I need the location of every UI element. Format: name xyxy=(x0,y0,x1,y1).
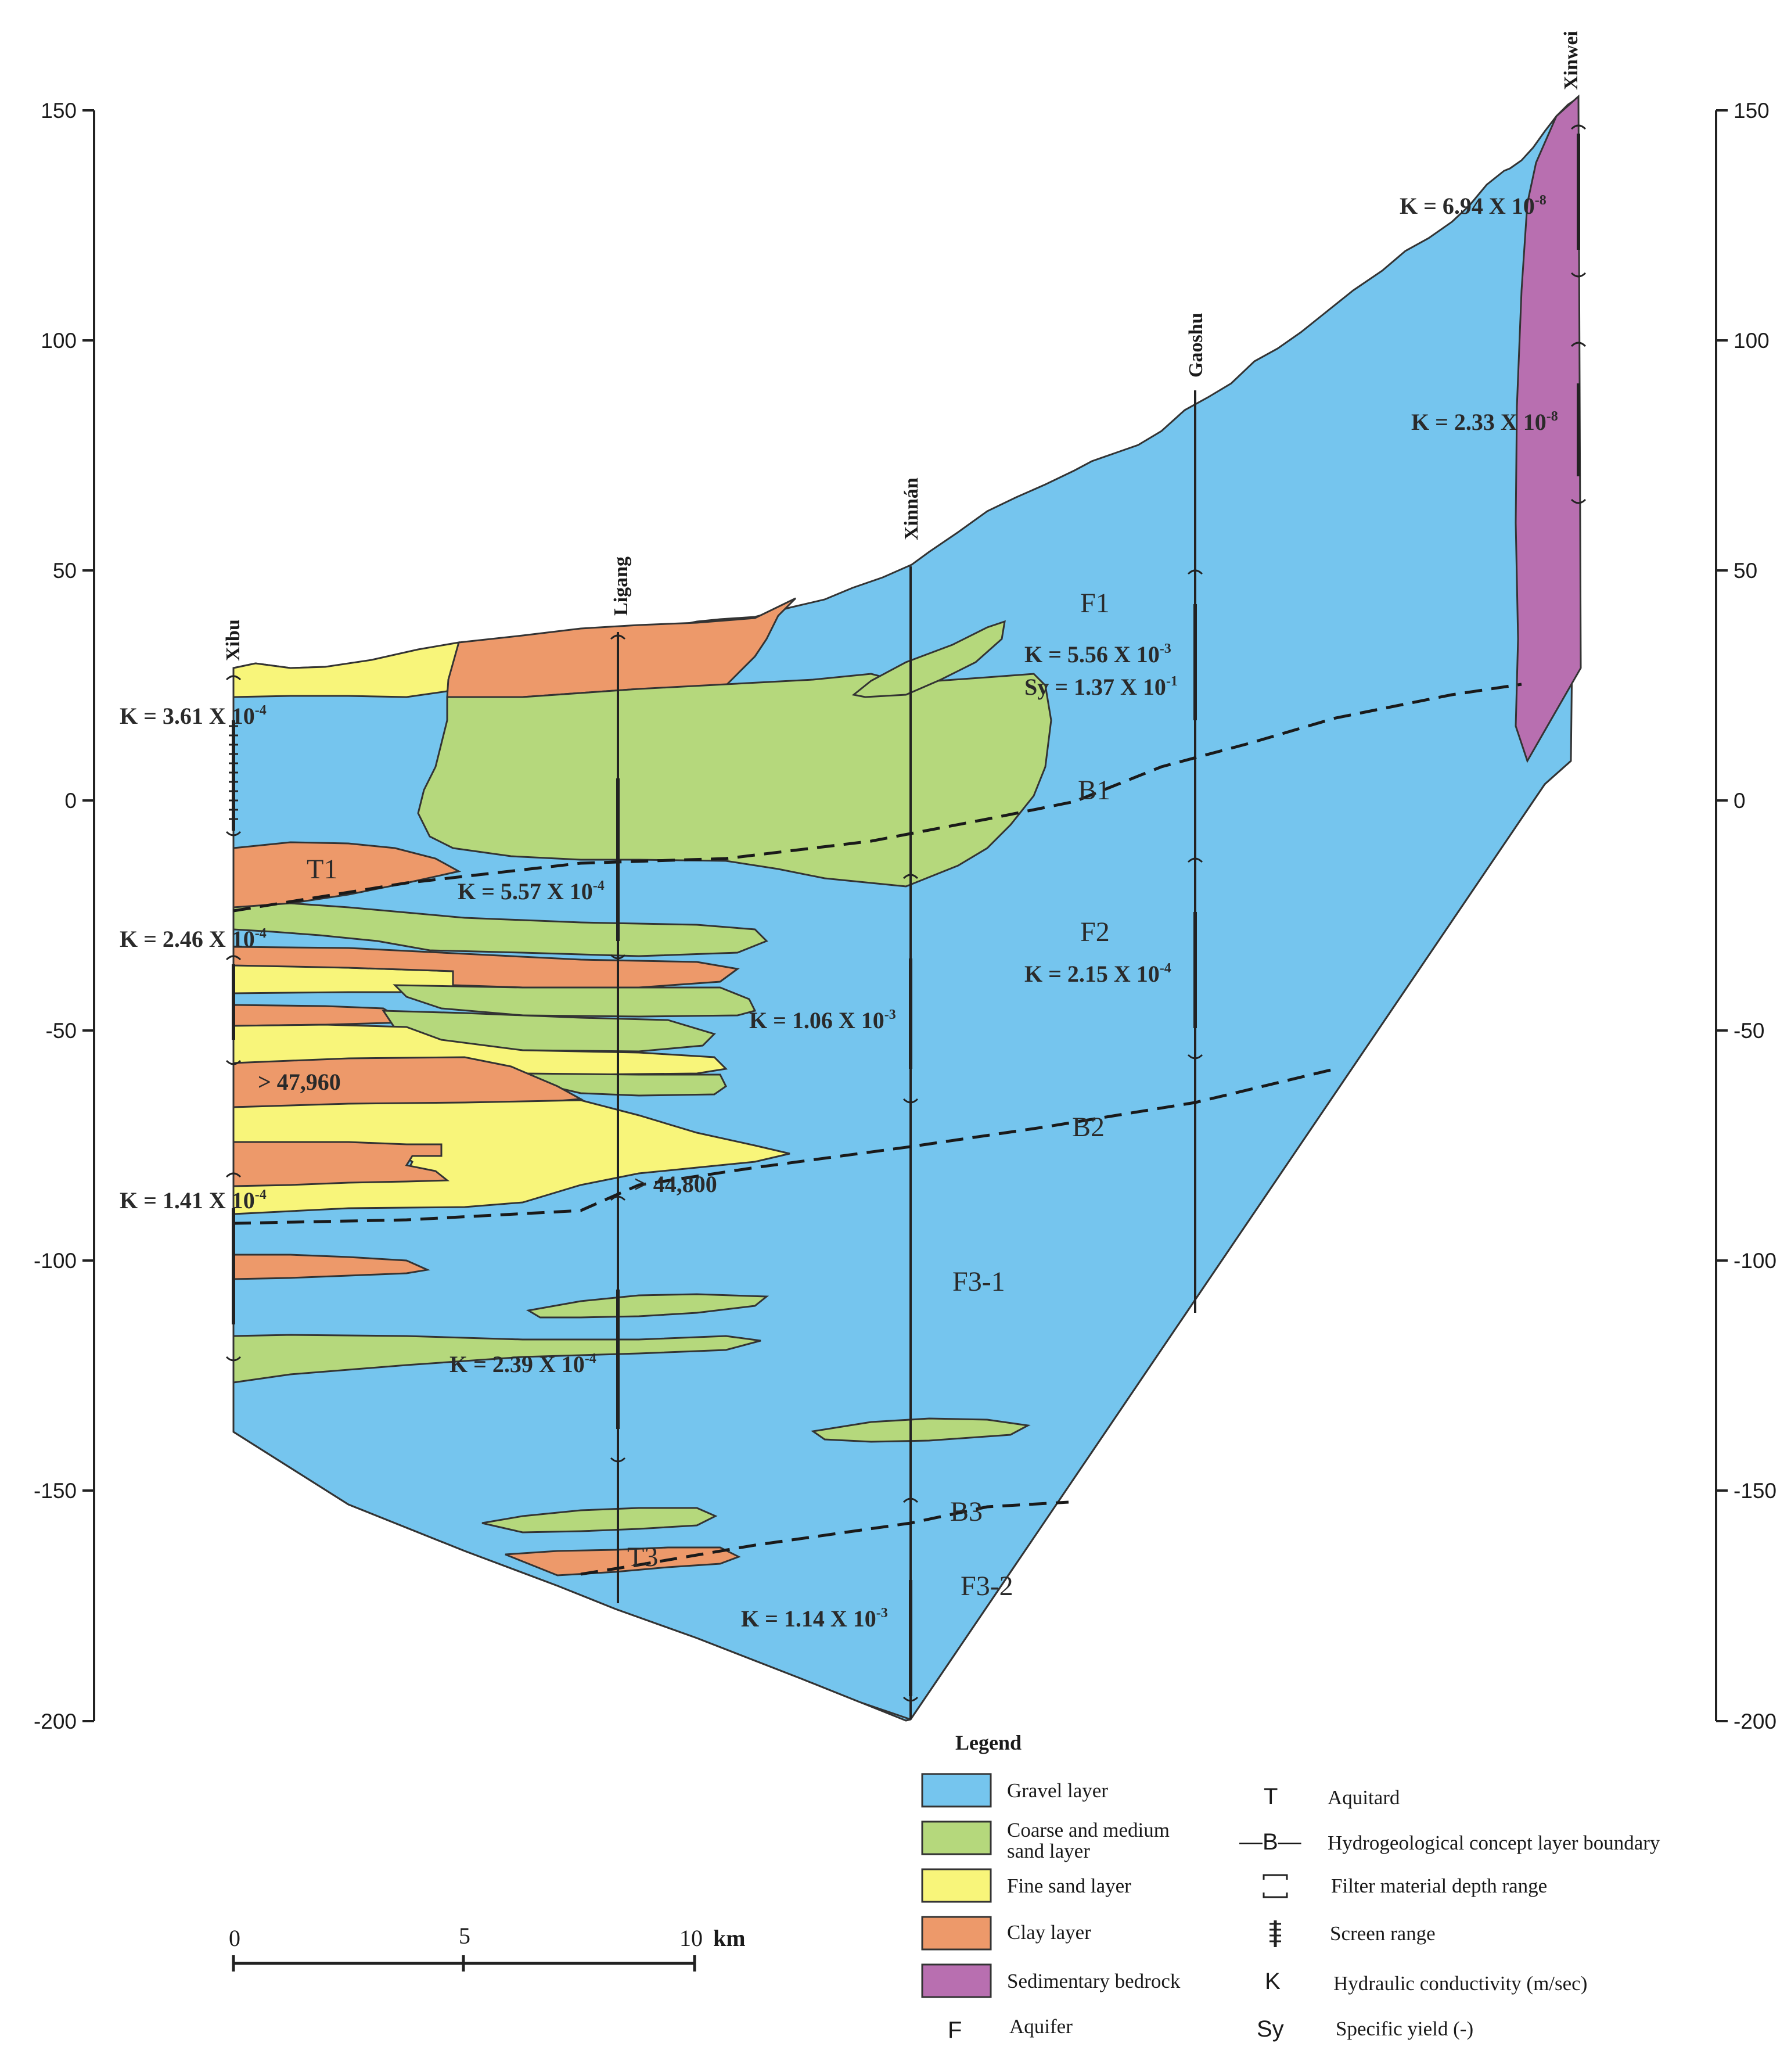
legend-swatch-coarse-sand xyxy=(921,1820,992,1855)
legend-symbol-boundary: —B— xyxy=(1239,1829,1301,1855)
filter-bracket-icon xyxy=(1263,1874,1288,1898)
coarse-sand-lens xyxy=(811,1417,1031,1443)
scale-label: 0 xyxy=(229,1925,240,1951)
zone-label-b1: B1 xyxy=(1078,775,1110,806)
right-tick-label: 0 xyxy=(1734,789,1746,813)
zone-label-b3: B3 xyxy=(950,1496,983,1527)
legend-label: Hydrogeological concept layer boundary xyxy=(1328,1832,1660,1854)
scale-unit: km xyxy=(713,1925,746,1951)
clay-layer xyxy=(232,1004,410,1027)
legend-label: Aquitard xyxy=(1328,1786,1400,1809)
screen-range-icon xyxy=(1269,1920,1281,1947)
fine-sand-layer xyxy=(232,641,460,698)
gravel-layer-body xyxy=(232,96,1580,1722)
k-label: K = 5.57 X 10-4 xyxy=(458,878,605,904)
legend-label: Fine sand layer xyxy=(1007,1875,1131,1897)
zone-label-f1: F1 xyxy=(1080,588,1110,619)
clay-layer xyxy=(232,946,740,989)
zone-label-t3: T3 xyxy=(627,1542,658,1572)
right-tick-label: -100 xyxy=(1734,1249,1776,1273)
right-elevation-axis: 150 100 50 0 -50 -100 -150 -200 xyxy=(1715,99,1776,1733)
legend-symbol-t: T xyxy=(1264,1784,1278,1809)
legend-label: Gravel layer xyxy=(1007,1779,1108,1802)
zone-label-t1: T1 xyxy=(307,854,337,885)
legend-symbol-sy: Sy xyxy=(1257,2016,1284,2042)
k-label: K = 5.56 X 10-3 xyxy=(1024,641,1171,667)
left-tick-label: 50 xyxy=(53,559,77,583)
filter-depth-brackets xyxy=(225,124,1587,1702)
scale-label: 5 xyxy=(459,1923,470,1949)
well-label-xinwei: Xinwei xyxy=(1560,31,1582,90)
zone-label-f3-1: F3-1 xyxy=(952,1266,1005,1297)
left-tick-label: 100 xyxy=(41,329,77,353)
legend-label: Clay layer xyxy=(1007,1921,1091,1944)
k-label: K = 1.41 X 10-4 xyxy=(120,1187,267,1213)
zone-label-f3-2: F3-2 xyxy=(961,1571,1013,1601)
right-tick-label: -200 xyxy=(1734,1710,1776,1733)
legend-swatch-bedrock xyxy=(921,1963,992,1998)
legend-symbol-k: K xyxy=(1265,1969,1281,1994)
k-label: K = 2.33 X 10-8 xyxy=(1411,409,1558,435)
sedimentary-bedrock xyxy=(1515,94,1582,763)
coarse-sand-layer xyxy=(393,984,757,1018)
legend-label: Specific yield (-) xyxy=(1336,2017,1473,2040)
legend-label: Hydraulic conductivity (m/sec) xyxy=(1333,1972,1587,1995)
gravel-outline xyxy=(233,760,1571,1721)
coarse-sand-lens xyxy=(851,620,1006,698)
right-tick-label: 150 xyxy=(1734,99,1770,123)
k-label: K = 1.14 X 10-3 xyxy=(741,1606,888,1632)
coarse-sand-layer xyxy=(232,1334,761,1384)
left-tick-label: -150 xyxy=(34,1479,77,1503)
well-label-xibu: Xibu xyxy=(222,619,244,661)
k-label: K = 6.94 X 10-8 xyxy=(1400,193,1547,219)
legend-label: Sedimentary bedrock xyxy=(1007,1970,1181,1992)
boundary-b3 xyxy=(580,1500,1069,1576)
left-elevation-axis: 150 100 50 0 -50 -100 -150 -200 xyxy=(34,99,95,1733)
boundary-b2 xyxy=(233,1067,1336,1225)
right-tick-label: 100 xyxy=(1734,329,1770,353)
well-label-gaoshu: Gaoshu xyxy=(1185,313,1207,378)
well-label-ligang: Ligang xyxy=(610,556,632,616)
legend-swatch-fine-sand xyxy=(921,1868,992,1903)
legend-label: Aquifer xyxy=(1009,2015,1073,2038)
screen-range-markers xyxy=(229,134,1580,1696)
scale-label: 10 xyxy=(679,1925,703,1951)
coarse-sand-layer xyxy=(232,902,768,957)
k-label: K = 1.06 X 10-3 xyxy=(749,1007,896,1033)
legend-label: sand layer xyxy=(1007,1840,1090,1862)
coarse-sand-lens xyxy=(481,1507,718,1534)
legend-symbol-f: F xyxy=(948,2017,962,2043)
clay-layer xyxy=(232,1254,431,1280)
left-tick-label: 0 xyxy=(64,789,77,813)
zone-label-b2: B2 xyxy=(1072,1112,1105,1143)
k-label: K = 2.46 X 10-4 xyxy=(120,926,267,952)
boundary-b1 xyxy=(233,683,1522,913)
legend-swatch-clay xyxy=(921,1916,992,1951)
legend-label: Filter material depth range xyxy=(1331,1875,1547,1897)
clay-layer xyxy=(232,1141,450,1187)
well-label-xinnan: Xinnán xyxy=(901,477,922,540)
legend-label: Coarse and medium xyxy=(1007,1819,1170,1841)
depth-label: > 47,960 xyxy=(258,1069,341,1095)
left-tick-label: -50 xyxy=(46,1019,77,1043)
legend-label: Screen range xyxy=(1330,1922,1436,1945)
right-tick-label: 50 xyxy=(1734,559,1757,583)
k-label: K = 3.61 X 10-4 xyxy=(120,703,267,729)
left-tick-label: -200 xyxy=(34,1710,77,1733)
sy-label: Sy = 1.37 X 10-1 xyxy=(1024,674,1178,700)
k-label: K = 2.39 X 10-4 xyxy=(449,1351,596,1377)
coarse-sand-layer xyxy=(417,673,1052,888)
zone-label-f2: F2 xyxy=(1080,917,1110,947)
k-label: K = 2.15 X 10-4 xyxy=(1024,961,1171,987)
depth-label: > 44,800 xyxy=(634,1171,717,1197)
left-tick-label: 150 xyxy=(41,99,77,123)
legend: Legend Gravel layer Coarse and medium sa… xyxy=(921,1731,1660,2043)
legend-swatch-gravel xyxy=(921,1773,992,1808)
scale-bar: 0 5 10 km xyxy=(229,1923,746,1972)
legend-title: Legend xyxy=(955,1731,1022,1754)
left-tick-label: -100 xyxy=(34,1249,77,1273)
right-tick-label: -150 xyxy=(1734,1479,1776,1503)
right-tick-label: -50 xyxy=(1734,1019,1764,1043)
